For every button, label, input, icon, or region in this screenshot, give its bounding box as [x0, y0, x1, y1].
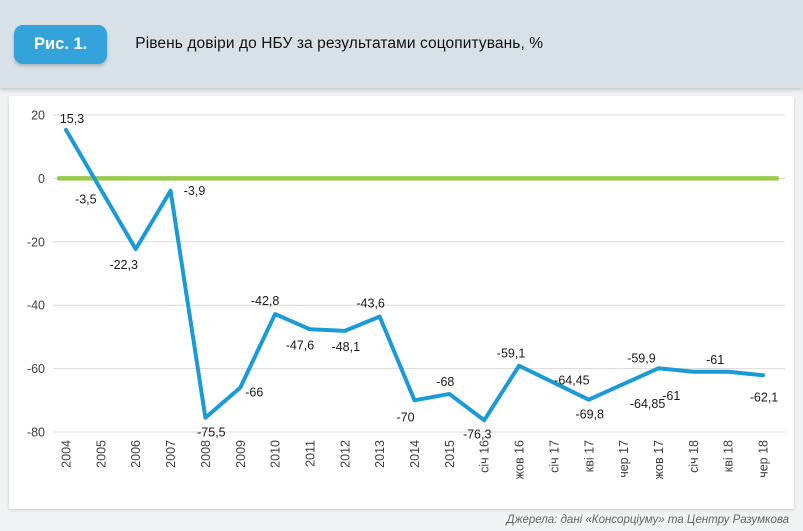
x-tick-label: чер 17 — [617, 440, 631, 478]
x-tick-label: жов 17 — [652, 440, 666, 479]
chart-title: Рівень довіри до НБУ за результатами соц… — [135, 35, 544, 52]
data-point-label: -59,9 — [627, 351, 656, 365]
data-line — [64, 127, 765, 423]
data-point-label: -75,5 — [197, 426, 226, 440]
x-tick-label: 2005 — [94, 440, 108, 468]
data-point-label: -62,1 — [750, 390, 779, 404]
header-band: Рис. 1. Рівень довіри до НБУ за результа… — [0, 0, 803, 88]
line-chart: 20 0 -20 -40 -60 -80 2004 2005 2006 2007 2008 2009 2… — [9, 99, 794, 505]
data-point-label: -59,1 — [497, 347, 526, 361]
data-point-label: -3,5 — [75, 192, 97, 206]
x-tick-label: жов 16 — [513, 440, 527, 479]
y-tick-label: -80 — [27, 426, 45, 440]
source-note: Джерела: дані «Консорціуму» та Центру Ра… — [506, 514, 789, 526]
data-point-label: -64,85 — [630, 397, 665, 411]
data-point-label: -3,9 — [184, 184, 206, 198]
x-tick-label: 2012 — [338, 440, 352, 468]
y-tick-label: -40 — [27, 299, 45, 313]
x-tick-label: 2008 — [199, 440, 213, 468]
x-tick-label: 2013 — [373, 440, 387, 468]
chart-svg: 20 0 -20 -40 -60 -80 2004 2005 2006 2007 2008 2009 2… — [27, 109, 785, 479]
data-point-label: -42,8 — [251, 294, 280, 308]
x-tick-label: січ 18 — [687, 440, 701, 473]
x-tick-label: 2009 — [234, 440, 248, 468]
x-tick-label: кві 17 — [582, 440, 596, 472]
data-point-label: -47,6 — [286, 338, 315, 352]
x-tick-label: 2004 — [60, 440, 74, 468]
x-tick-label: 2010 — [269, 440, 283, 468]
data-point-label: 15,3 — [60, 112, 84, 126]
data-point-label: -64,45 — [554, 374, 589, 388]
x-tick-label: 2007 — [164, 440, 178, 468]
data-point-label: -69,8 — [576, 408, 605, 422]
x-tick-label: 2011 — [303, 440, 317, 467]
x-tick-label: 2006 — [129, 440, 143, 468]
data-point-label: -61 — [662, 389, 680, 403]
x-tick-label: січ 16 — [478, 440, 492, 473]
y-tick-label: -20 — [27, 235, 45, 249]
chart-panel: 20 0 -20 -40 -60 -80 2004 2005 2006 2007 2008 2009 2… — [9, 96, 794, 509]
data-point-label: -76,3 — [463, 427, 492, 441]
x-tick-label: кві 18 — [722, 440, 736, 472]
x-tick-label: 2015 — [443, 440, 457, 468]
data-point-label: -70 — [396, 410, 414, 424]
x-tick-label: січ 17 — [547, 440, 561, 473]
figure-badge: Рис. 1. — [14, 24, 108, 64]
y-tick-label: 0 — [38, 172, 45, 186]
data-point-label: -43,6 — [356, 297, 385, 311]
data-point-label: -61 — [706, 353, 724, 367]
data-point-label: -48,1 — [332, 340, 361, 354]
y-tick-label: -60 — [27, 362, 45, 376]
data-point-label: -22,3 — [109, 258, 138, 272]
figure-label: Рис. 1. — [34, 34, 88, 53]
y-tick-label: 20 — [31, 109, 45, 123]
data-point-label: -66 — [245, 386, 263, 400]
x-tick-label: чер 18 — [757, 440, 771, 478]
x-tick-label: 2014 — [408, 440, 422, 468]
data-point-label: -68 — [436, 375, 454, 389]
